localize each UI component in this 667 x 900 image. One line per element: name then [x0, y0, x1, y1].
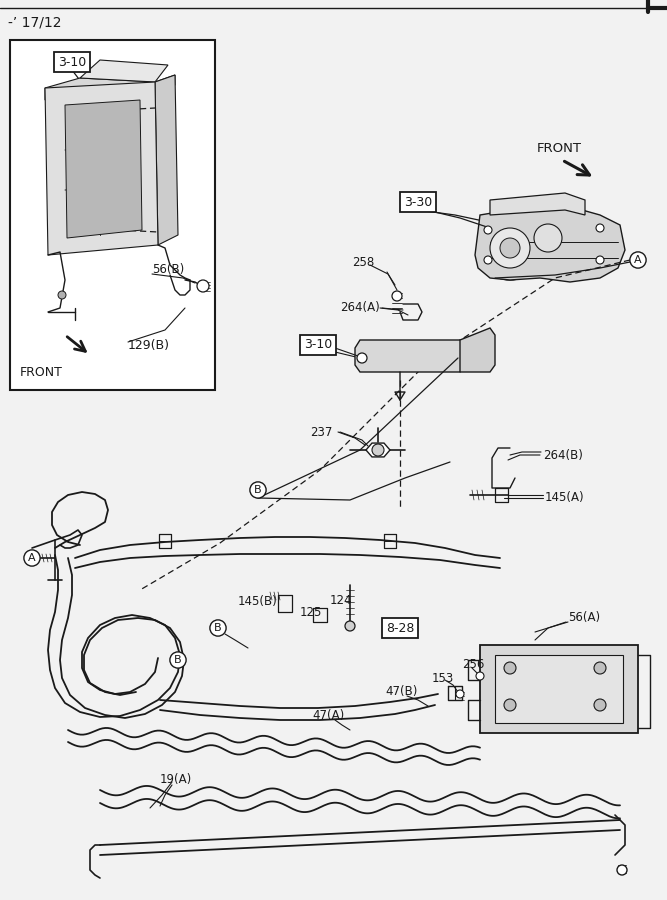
Text: 125: 125 — [300, 606, 322, 618]
Polygon shape — [475, 205, 625, 282]
Circle shape — [478, 216, 542, 280]
Circle shape — [490, 228, 530, 268]
Bar — [480, 645, 638, 733]
Circle shape — [456, 690, 464, 698]
Text: 145(A): 145(A) — [545, 491, 584, 505]
Text: 153: 153 — [432, 671, 454, 685]
Text: 256: 256 — [462, 659, 484, 671]
Text: FRONT: FRONT — [20, 365, 63, 379]
Bar — [495, 655, 623, 723]
Text: 19(A): 19(A) — [160, 773, 192, 787]
Bar — [10, 40, 215, 390]
Circle shape — [504, 662, 516, 674]
Polygon shape — [355, 340, 465, 372]
Circle shape — [534, 224, 562, 252]
Text: FRONT: FRONT — [537, 141, 582, 155]
Text: 56(B): 56(B) — [152, 264, 184, 276]
Circle shape — [345, 621, 355, 631]
Circle shape — [596, 256, 604, 264]
Text: 3-10: 3-10 — [58, 56, 86, 68]
Text: 3-30: 3-30 — [404, 195, 432, 209]
Circle shape — [484, 226, 492, 234]
Text: 8-28: 8-28 — [386, 622, 414, 634]
Polygon shape — [490, 193, 585, 215]
Text: 47(A): 47(A) — [312, 709, 344, 723]
Text: 264(B): 264(B) — [543, 448, 583, 462]
Text: 237: 237 — [310, 426, 332, 438]
Text: 145(B): 145(B) — [238, 596, 277, 608]
Circle shape — [596, 224, 604, 232]
Text: 56(A): 56(A) — [568, 611, 600, 625]
Circle shape — [392, 291, 402, 301]
Circle shape — [504, 699, 516, 711]
Text: A: A — [634, 255, 642, 265]
Text: 129(B): 129(B) — [128, 338, 170, 352]
Text: A: A — [28, 553, 36, 563]
Polygon shape — [460, 328, 495, 372]
Polygon shape — [45, 75, 175, 100]
Circle shape — [476, 672, 484, 680]
Circle shape — [372, 444, 384, 456]
Text: 264(A): 264(A) — [340, 302, 380, 314]
Circle shape — [594, 699, 606, 711]
Circle shape — [526, 216, 570, 260]
Polygon shape — [80, 60, 168, 82]
Text: B: B — [174, 655, 182, 665]
Circle shape — [617, 865, 627, 875]
Text: 3-10: 3-10 — [304, 338, 332, 352]
Text: 258: 258 — [352, 256, 374, 269]
Text: -’ 17/12: -’ 17/12 — [8, 15, 61, 29]
Circle shape — [594, 662, 606, 674]
Circle shape — [500, 238, 520, 258]
Text: 124: 124 — [330, 593, 352, 607]
Polygon shape — [65, 100, 142, 238]
Text: 47(B): 47(B) — [385, 686, 418, 698]
Circle shape — [58, 291, 66, 299]
Circle shape — [197, 280, 209, 292]
Text: B: B — [214, 623, 222, 633]
Circle shape — [484, 256, 492, 264]
Polygon shape — [45, 82, 158, 255]
Circle shape — [357, 353, 367, 363]
Polygon shape — [366, 443, 390, 457]
Polygon shape — [155, 75, 178, 245]
Text: B: B — [254, 485, 262, 495]
